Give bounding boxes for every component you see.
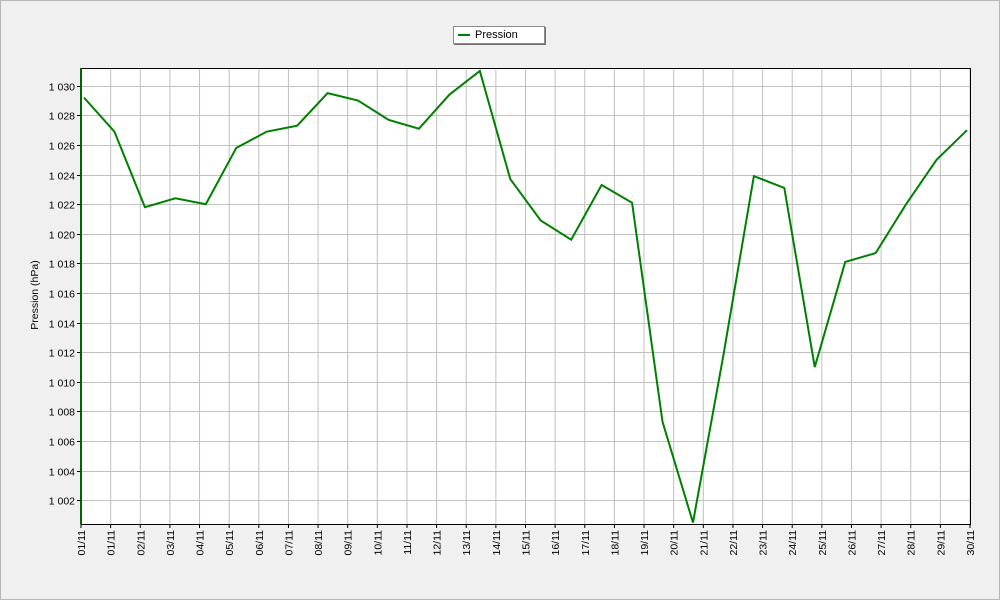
x-tick-label: 10/11 [372,530,384,556]
y-tick-label: 1 030 [49,82,75,94]
legend-label-pression: Pression [475,29,518,41]
x-tick-label: 25/11 [817,530,829,556]
y-tick-label: 1 006 [49,437,75,449]
x-tick-label: 11/11 [402,530,414,555]
y-tick-label: 1 018 [49,259,75,271]
x-tick-label: 06/11 [254,530,266,556]
y-tick-label: 1 020 [49,230,75,242]
y-tick-label: 1 016 [49,289,75,301]
y-tick-label: 1 002 [49,496,75,508]
y-tick-label: 1 024 [49,171,75,183]
x-tick-label: 19/11 [639,530,651,556]
x-tick-label: 21/11 [698,530,710,556]
x-tick-label: 22/11 [728,530,740,556]
legend-swatch-pression [458,34,470,36]
grid [80,68,971,524]
x-tick-label: 15/11 [521,530,533,556]
x-tick-label: 30/11 [965,530,977,556]
x-tick-label: 13/11 [461,530,473,556]
x-tick-label: 28/11 [906,530,918,556]
y-tick-label: 1 008 [49,407,75,419]
y-tick-label: 1 010 [49,378,75,390]
x-tick-label: 16/11 [550,530,562,556]
x-tick-label: 29/11 [935,530,947,556]
x-tick-label: 03/11 [165,530,177,556]
x-tick-label: 01/11 [76,530,88,556]
x-tick-label: 27/11 [876,530,888,556]
y-axis-title: Pression (hPa) [29,260,41,329]
x-tick-label: 07/11 [283,530,295,556]
y-tick-label: 1 004 [49,467,75,479]
y-tick-label: 1 028 [49,111,75,123]
x-tick-label: 20/11 [669,530,681,556]
series-line-pression [83,69,968,523]
x-tick-label: 24/11 [787,530,799,556]
x-tick-label: 23/11 [758,530,770,556]
x-tick-label: 12/11 [432,530,444,556]
x-tick-label: 02/11 [135,530,147,556]
x-tick-label: 14/11 [491,530,503,556]
y-tick-label: 1 022 [49,200,75,212]
x-tick-label: 18/11 [609,530,621,556]
y-tick-label: 1 012 [49,348,75,360]
x-tick-label: 26/11 [846,530,858,556]
x-tick-label: 05/11 [224,530,236,556]
chart-legend: Pression [453,26,545,44]
series-layer [83,69,968,523]
x-tick-label: 04/11 [195,530,207,556]
tick-labels: 1 002 1 004 1 006 1 008 1 010 1 012 1 014 1 016… [49,82,977,556]
x-tick-label: 08/11 [313,530,325,556]
x-tick-label: 17/11 [580,530,592,556]
x-tick-label: 09/11 [343,530,355,556]
y-tick-label: 1 014 [49,319,75,331]
axes [77,68,971,528]
y-tick-label: 1 026 [49,141,75,153]
x-tick-label: 01/11 [106,530,118,556]
